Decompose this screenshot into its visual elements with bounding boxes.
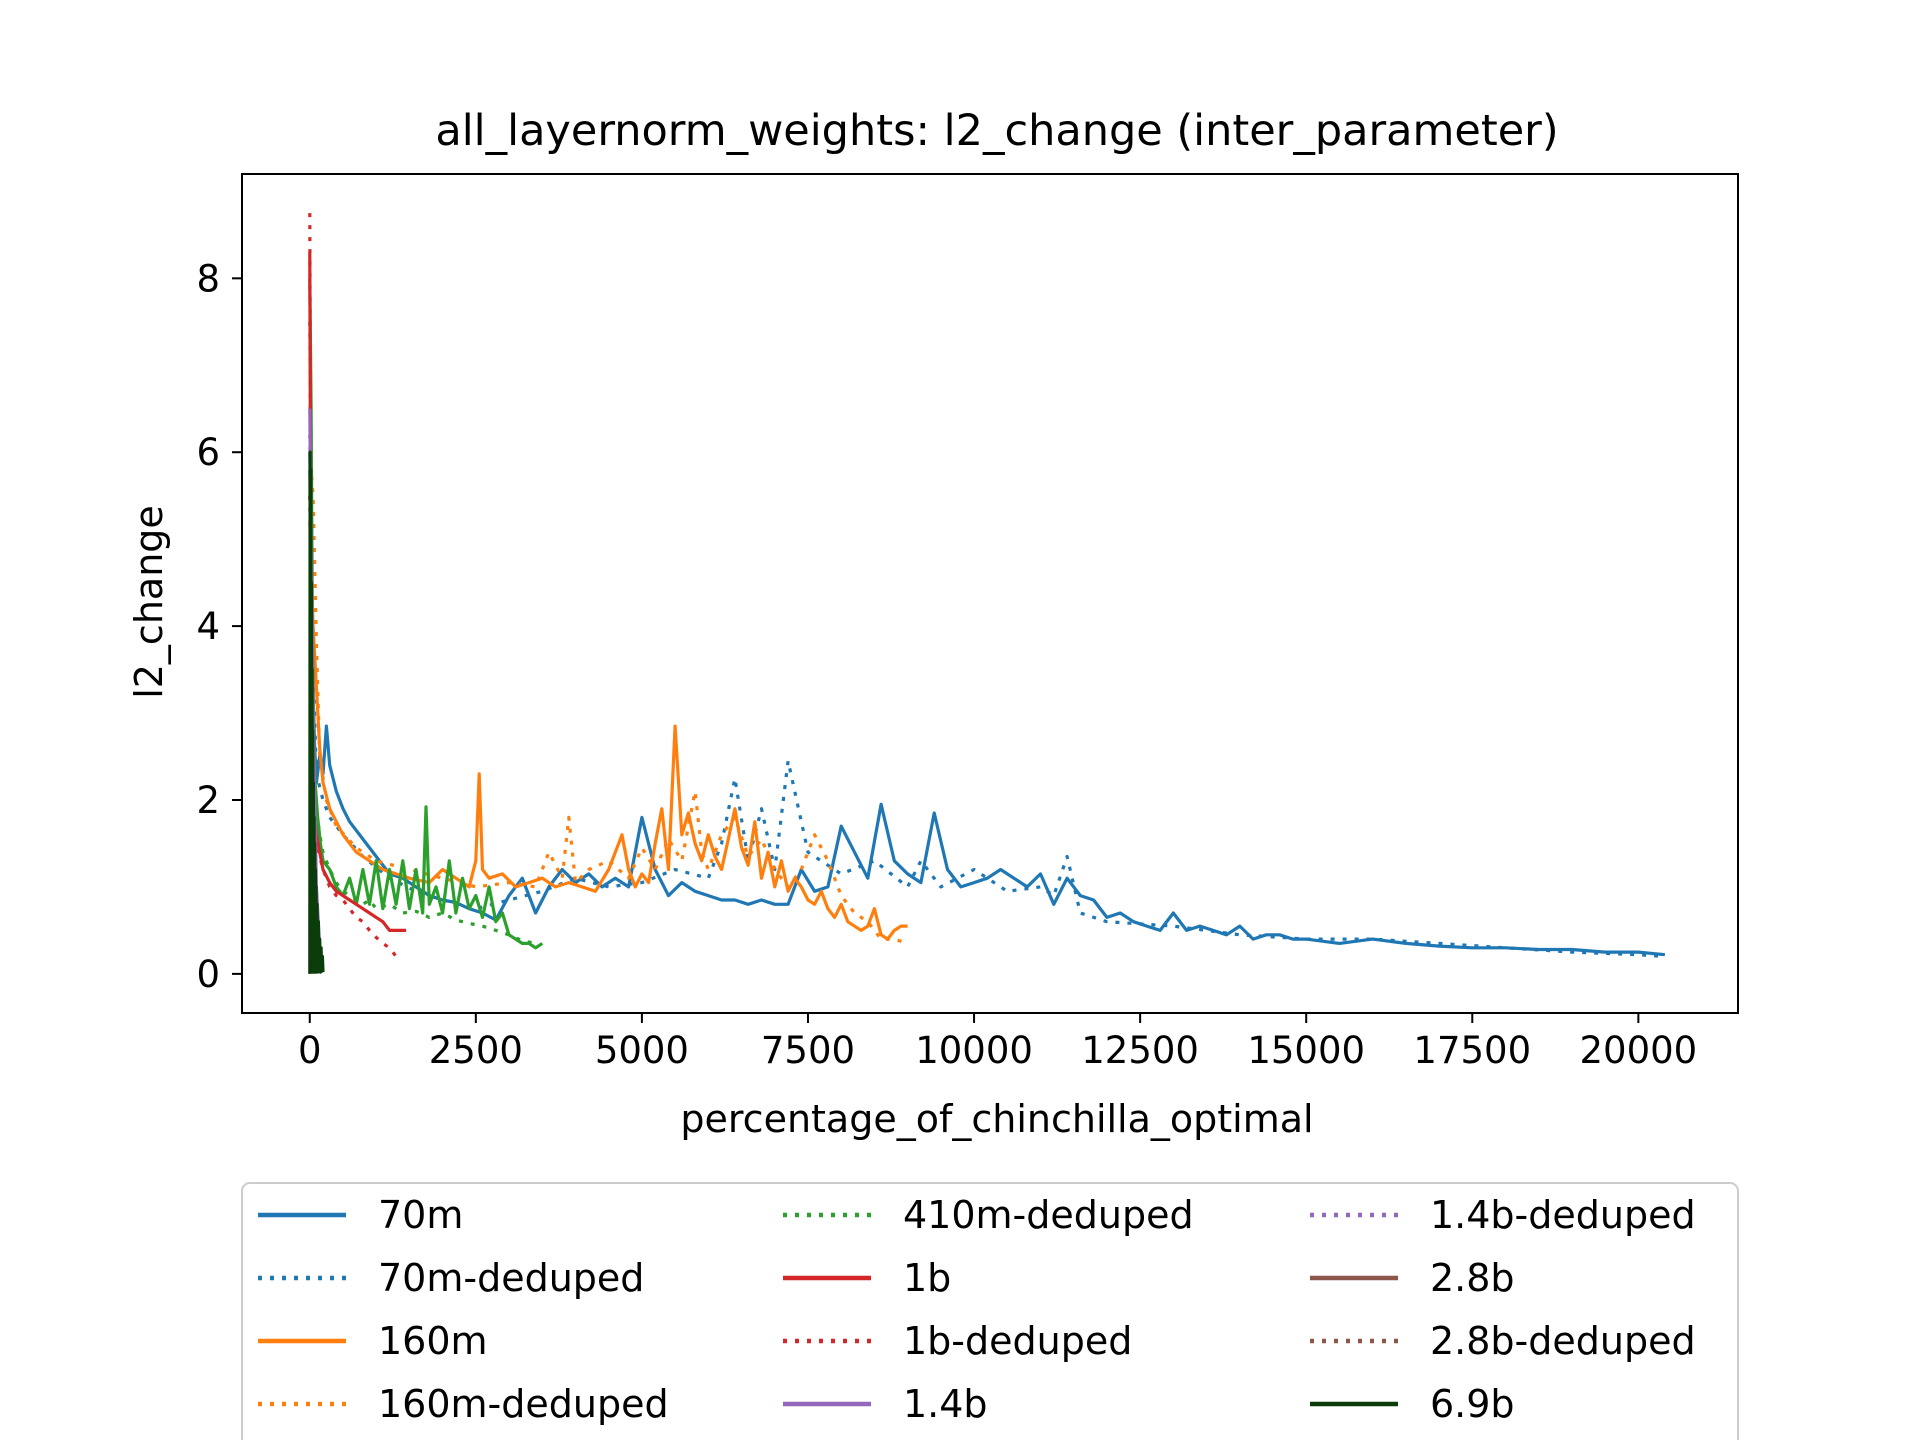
series-line-70m-deduped xyxy=(308,495,1666,959)
y-axis: 0 2 4 6 8 xyxy=(196,257,242,996)
x-tick-label: 5000 xyxy=(595,1029,689,1072)
x-tick-label: 0 xyxy=(298,1029,322,1072)
y-tick-label: 0 xyxy=(196,953,220,996)
x-tick-label: 2500 xyxy=(429,1029,523,1072)
y-tick-label: 8 xyxy=(196,257,220,300)
legend-label-6-9b: 6.9b xyxy=(1430,1382,1515,1426)
legend-box xyxy=(241,1182,1739,1440)
legend-label-2-8b: 2.8b xyxy=(1430,1256,1515,1300)
x-axis-label: percentage_of_chinchilla_optimal xyxy=(680,1097,1313,1141)
legend: 70m 70m-deduped 160m 160m-deduped 410m-dedup… xyxy=(241,1182,1739,1440)
plot-frame xyxy=(241,173,1739,1014)
legend-label-1-4b-deduped: 1.4b-deduped xyxy=(1430,1193,1696,1237)
x-tick-label: 15000 xyxy=(1247,1029,1365,1072)
legend-label-1b: 1b xyxy=(903,1256,951,1300)
legend-label-410m-deduped: 410m-deduped xyxy=(903,1193,1194,1237)
legend-label-70m-deduped: 70m-deduped xyxy=(378,1256,644,1300)
x-tick-label: 7500 xyxy=(761,1029,855,1072)
y-tick-label: 2 xyxy=(196,779,220,822)
legend-label-2-8b-deduped: 2.8b-deduped xyxy=(1430,1319,1696,1363)
plot-area xyxy=(241,173,1739,1014)
x-tick-label: 12500 xyxy=(1081,1029,1199,1072)
series-line-6-9b xyxy=(308,450,325,974)
series-line-410m xyxy=(308,278,544,950)
legend-label-160m-deduped: 160m-deduped xyxy=(378,1382,669,1426)
legend-label-1b-deduped: 1b-deduped xyxy=(903,1319,1132,1363)
legend-label-70m: 70m xyxy=(378,1193,463,1237)
y-tick-label: 6 xyxy=(196,431,220,474)
series-line-1b xyxy=(308,252,407,933)
legend-label-160m: 160m xyxy=(378,1319,488,1363)
x-axis: 0 2500 5000 7500 10000 12500 15000 17500 20000 xyxy=(298,1013,1697,1072)
chart-title: all_layernorm_weights: l2_change (inter_… xyxy=(435,106,1558,156)
x-tick-label: 17500 xyxy=(1413,1029,1531,1072)
y-tick-label: 4 xyxy=(196,605,220,648)
series-line-410m-deduped xyxy=(308,321,536,945)
y-axis-label: l2_change xyxy=(127,505,171,699)
series-line-70m xyxy=(308,452,1666,957)
legend-label-1-4b: 1.4b xyxy=(903,1382,988,1426)
x-tick-label: 20000 xyxy=(1580,1029,1698,1072)
series-line-1b-deduped xyxy=(308,213,398,958)
x-tick-label: 10000 xyxy=(915,1029,1033,1072)
